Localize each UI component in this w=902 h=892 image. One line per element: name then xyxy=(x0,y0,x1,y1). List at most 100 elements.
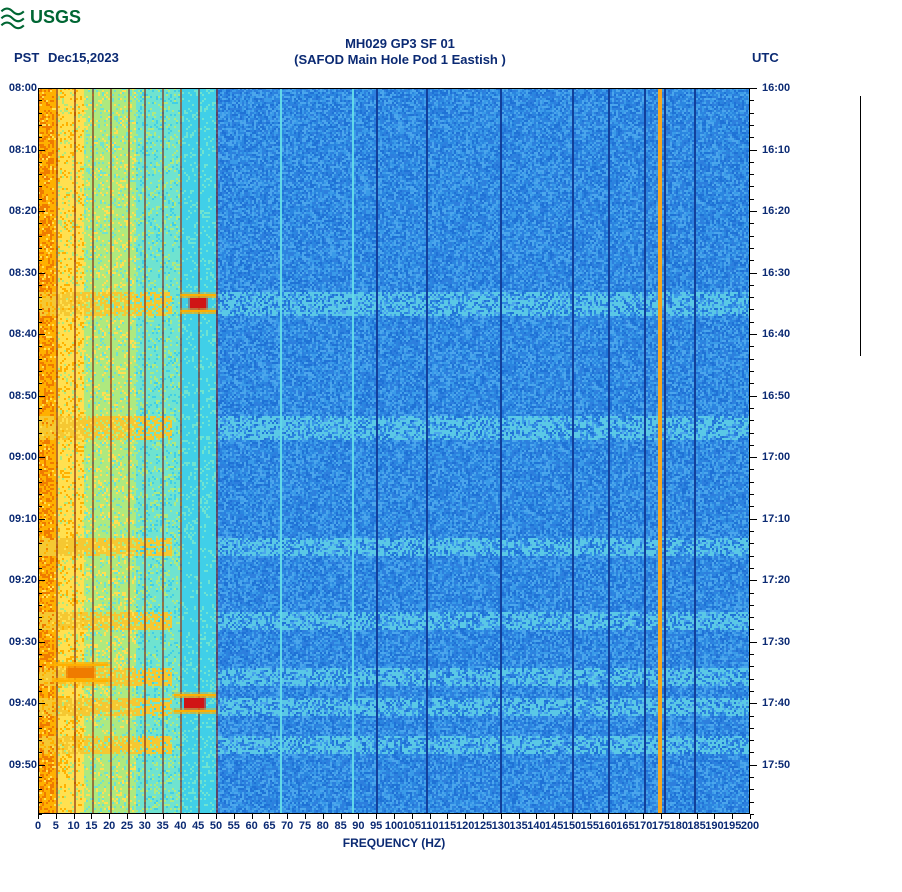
y-right-tickmark xyxy=(750,580,757,581)
y-left-tickmark xyxy=(38,162,42,163)
y-right-tickmark xyxy=(750,408,754,409)
y-left-tick-label: 08:40 xyxy=(9,328,37,340)
y-left-tickmark xyxy=(38,408,42,409)
y-left-tickmark xyxy=(38,346,42,347)
y-left-tickmark xyxy=(38,322,42,323)
x-tickmark xyxy=(163,814,164,819)
x-tick-label: 200 xyxy=(741,820,759,832)
x-tickmark xyxy=(714,814,715,819)
y-left-tickmark xyxy=(38,531,42,532)
y-left-tickmark xyxy=(38,617,42,618)
y-left-tickmark xyxy=(38,469,42,470)
x-tickmark xyxy=(252,814,253,819)
y-right-tickmark xyxy=(750,260,754,261)
x-tick-label: 190 xyxy=(705,820,723,832)
y-right-tick-label: 17:10 xyxy=(762,513,790,525)
y-right-tick-label: 16:30 xyxy=(762,267,790,279)
spectrogram-plot xyxy=(38,88,750,814)
y-right-tickmark xyxy=(750,322,754,323)
y-right-tick-label: 16:00 xyxy=(762,82,790,94)
y-left-tickmark xyxy=(38,285,42,286)
x-tickmark xyxy=(590,814,591,819)
y-right-tickmark xyxy=(750,666,754,667)
spectrogram-canvas xyxy=(38,88,750,814)
y-left-tickmark xyxy=(38,174,42,175)
y-right-tick-label: 17:20 xyxy=(762,574,790,586)
y-left-tickmark xyxy=(38,236,42,237)
x-tick-label: 180 xyxy=(670,820,688,832)
y-right-tick-label: 17:30 xyxy=(762,636,790,648)
y-right-tickmark xyxy=(750,691,754,692)
x-tick-label: 60 xyxy=(245,820,257,832)
x-tickmark xyxy=(572,814,573,819)
x-tick-label: 115 xyxy=(439,820,457,832)
left-timezone-label: PST xyxy=(14,50,39,65)
y-left-tickmark xyxy=(38,568,42,569)
y-right-tickmark xyxy=(750,285,754,286)
y-right-tickmark xyxy=(750,728,754,729)
page: USGS MH029 GP3 SF 01 (SAFOD Main Hole Po… xyxy=(0,0,902,892)
y-left-tickmark xyxy=(38,137,42,138)
y-left-tickmark xyxy=(38,802,42,803)
y-right-tickmark xyxy=(750,789,754,790)
y-left-tickmark xyxy=(38,445,42,446)
y-left-tickmark xyxy=(38,396,45,397)
x-tick-label: 195 xyxy=(723,820,741,832)
y-left-tick-label: 08:20 xyxy=(9,205,37,217)
x-tick-label: 10 xyxy=(67,820,79,832)
y-right-tickmark xyxy=(750,740,754,741)
x-tickmark xyxy=(91,814,92,819)
x-tick-label: 130 xyxy=(492,820,510,832)
y-left-tickmark xyxy=(38,629,42,630)
y-right-tickmark xyxy=(750,531,754,532)
x-tickmark xyxy=(323,814,324,819)
y-right-tickmark xyxy=(750,556,754,557)
y-left-tick-label: 08:10 xyxy=(9,144,37,156)
x-tickmark xyxy=(536,814,537,819)
x-tickmark xyxy=(38,814,39,819)
x-tick-label: 150 xyxy=(563,820,581,832)
x-tick-label: 95 xyxy=(370,820,382,832)
y-right-tick-label: 16:20 xyxy=(762,205,790,217)
x-tickmark xyxy=(661,814,662,819)
x-tick-label: 160 xyxy=(598,820,616,832)
y-left-tick-label: 08:00 xyxy=(9,82,37,94)
y-right-tickmark xyxy=(750,593,754,594)
y-right-tickmark xyxy=(750,433,754,434)
y-left-tickmark xyxy=(38,740,42,741)
x-tick-label: 155 xyxy=(581,820,599,832)
y-left-tickmark xyxy=(38,482,42,483)
y-right-tickmark xyxy=(750,371,754,372)
y-right-tickmark xyxy=(750,186,754,187)
y-right-tickmark xyxy=(750,802,754,803)
y-left-tickmark xyxy=(38,100,42,101)
y-right-tickmark xyxy=(750,752,754,753)
y-right-tickmark xyxy=(750,88,757,89)
y-left-tickmark xyxy=(38,223,42,224)
y-left-tickmark xyxy=(38,273,45,274)
x-tickmark xyxy=(519,814,520,819)
x-tickmark xyxy=(554,814,555,819)
y-left-tick-label: 09:40 xyxy=(9,697,37,709)
y-right-tick-label: 16:40 xyxy=(762,328,790,340)
y-left-tickmark xyxy=(38,605,42,606)
y-left-tick-label: 08:30 xyxy=(9,267,37,279)
y-right-tickmark xyxy=(750,359,754,360)
y-left-tickmark xyxy=(38,789,42,790)
y-left-tickmark xyxy=(38,359,42,360)
y-right-tick-label: 17:50 xyxy=(762,759,790,771)
y-left-tick-label: 09:00 xyxy=(9,451,37,463)
x-tick-label: 170 xyxy=(634,820,652,832)
y-right-tickmark xyxy=(750,617,754,618)
x-tick-label: 145 xyxy=(545,820,563,832)
x-tickmark xyxy=(394,814,395,819)
y-left-tick-label: 09:20 xyxy=(9,574,37,586)
x-tickmark xyxy=(376,814,377,819)
x-tick-label: 140 xyxy=(527,820,545,832)
y-left-tickmark xyxy=(38,703,45,704)
y-left-tickmark xyxy=(38,642,45,643)
y-right-tickmark xyxy=(750,703,757,704)
x-tickmark xyxy=(145,814,146,819)
y-right-tick-label: 16:10 xyxy=(762,144,790,156)
x-tickmark xyxy=(305,814,306,819)
